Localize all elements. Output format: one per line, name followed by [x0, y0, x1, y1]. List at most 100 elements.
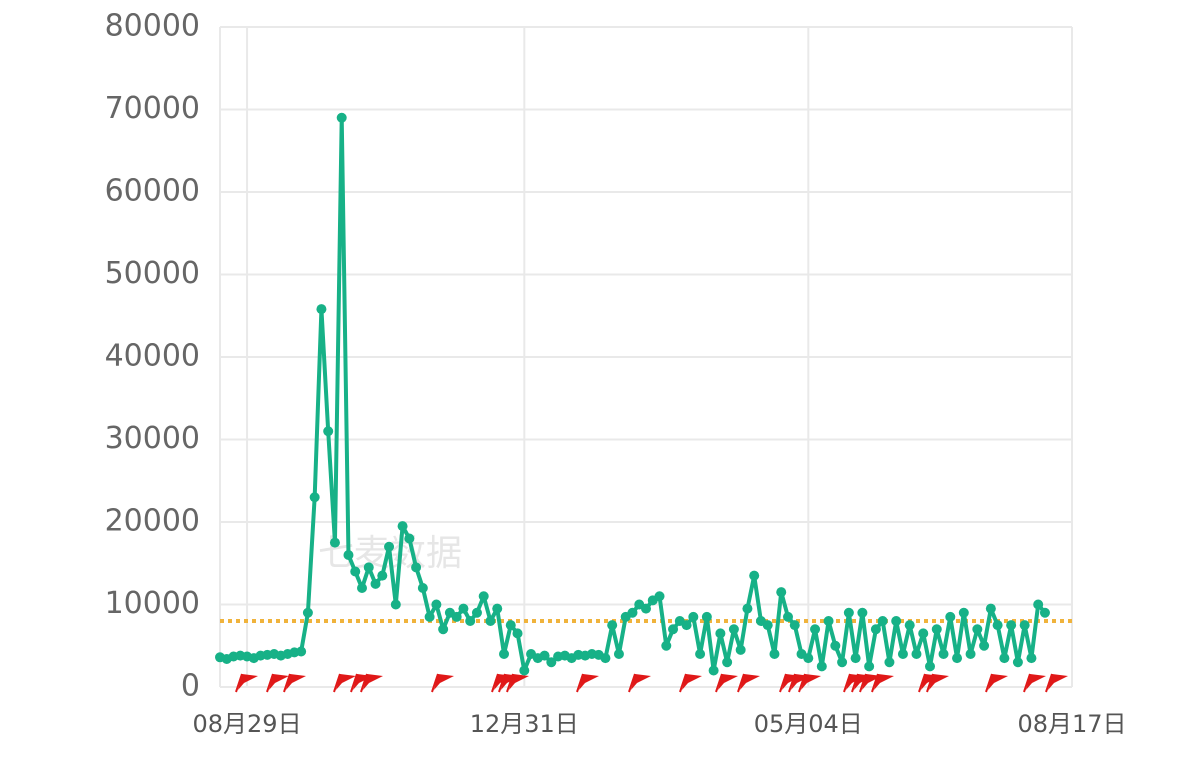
point	[438, 624, 449, 635]
flag-pole	[283, 673, 291, 693]
point	[749, 570, 760, 581]
point	[350, 566, 361, 577]
point	[607, 620, 618, 631]
point	[613, 649, 624, 659]
point	[404, 533, 415, 544]
point	[302, 607, 313, 618]
point	[546, 657, 557, 668]
flag-icon	[238, 674, 258, 690]
point	[850, 653, 861, 664]
point	[803, 653, 814, 664]
point	[451, 611, 462, 622]
point	[627, 607, 638, 618]
point	[708, 665, 719, 676]
point	[411, 562, 422, 573]
point	[972, 624, 983, 635]
point	[715, 628, 726, 639]
x-tick-label: 08月17日	[1017, 710, 1126, 738]
flag-pole	[985, 673, 993, 693]
x-tick-label: 12月31日	[470, 710, 579, 738]
point	[965, 649, 976, 659]
flag-pole	[628, 673, 636, 693]
flag-icon	[1026, 674, 1046, 690]
point	[979, 640, 990, 651]
point	[837, 657, 848, 668]
point	[728, 624, 739, 635]
point	[377, 570, 388, 581]
flag-pole	[843, 673, 851, 693]
point	[384, 541, 395, 552]
point	[1033, 599, 1044, 610]
point	[336, 112, 347, 123]
flag-pole	[715, 673, 723, 693]
point	[722, 657, 733, 668]
point	[668, 624, 679, 635]
point	[316, 304, 327, 315]
x-tick-label: 08月29日	[193, 710, 302, 738]
point	[999, 653, 1010, 664]
flag-pole	[266, 673, 274, 693]
point	[891, 616, 902, 626]
point	[918, 628, 929, 639]
point	[695, 649, 706, 659]
point	[343, 550, 354, 560]
point	[357, 583, 367, 593]
point	[492, 603, 503, 614]
point	[877, 616, 888, 626]
point	[424, 611, 435, 622]
point	[363, 562, 374, 573]
point	[925, 661, 935, 672]
point	[323, 426, 334, 437]
point	[816, 661, 827, 672]
point	[309, 492, 320, 503]
flag-pole	[576, 673, 584, 693]
flag-icon	[286, 674, 306, 690]
point	[600, 653, 611, 664]
flag-pole	[798, 673, 806, 693]
point	[701, 611, 712, 622]
flag-pole	[350, 673, 358, 693]
flag-icon	[718, 674, 738, 690]
point	[1026, 653, 1037, 664]
flag-icon	[336, 674, 356, 690]
x-tick-label: 05月04日	[754, 710, 863, 738]
point	[911, 649, 922, 659]
point	[539, 650, 550, 661]
point	[843, 607, 854, 618]
point	[661, 640, 672, 651]
y-tick-label: 20000	[105, 504, 200, 539]
point	[992, 620, 1003, 631]
flag-pole	[235, 673, 243, 693]
y-tick-label: 80000	[105, 9, 200, 44]
flag-pole	[788, 673, 796, 693]
point	[769, 649, 780, 659]
point	[742, 603, 753, 614]
flag-pole	[871, 673, 879, 693]
flag-pole	[333, 673, 341, 693]
point	[1039, 607, 1050, 618]
flag-pole	[431, 673, 439, 693]
flag-icon	[631, 674, 651, 690]
point	[485, 616, 496, 626]
point	[904, 620, 915, 631]
point	[681, 620, 692, 631]
flag-pole	[859, 673, 867, 693]
y-tick-label: 10000	[105, 586, 200, 621]
point	[810, 624, 821, 635]
y-tick-label: 70000	[105, 91, 200, 126]
point	[1006, 620, 1017, 631]
point	[505, 620, 516, 631]
point	[776, 587, 787, 598]
point	[465, 616, 476, 626]
flag-icon	[363, 674, 383, 690]
flag-icon	[682, 674, 702, 690]
flag-icon	[740, 674, 760, 690]
flag-pole	[360, 673, 368, 693]
point	[958, 607, 969, 618]
point	[390, 599, 401, 610]
y-tick-label: 0	[181, 669, 200, 704]
y-tick-label: 60000	[105, 174, 200, 209]
flag-icon	[579, 674, 599, 690]
point	[938, 649, 949, 659]
